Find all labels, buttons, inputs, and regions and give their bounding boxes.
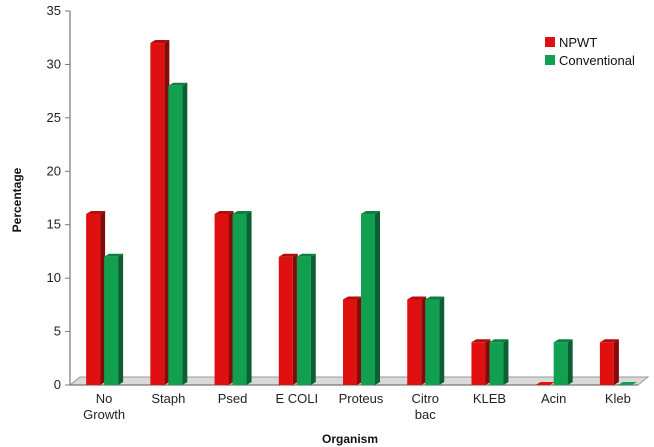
bar-side: [485, 339, 491, 385]
bar-top: [150, 40, 170, 44]
y-tick-label: 20: [47, 163, 61, 178]
bar-side: [292, 253, 298, 385]
bar-conventional-1: [168, 82, 188, 386]
bar-side: [310, 253, 316, 385]
bar-side: [503, 339, 509, 385]
bar-top: [278, 253, 298, 257]
bar-front: [86, 214, 101, 385]
x-tick-label: Citro bac: [411, 391, 438, 422]
bar-front: [150, 43, 165, 386]
y-axis: 0 5 10 15 20 25 30 35: [47, 3, 71, 392]
bar-top: [232, 211, 252, 215]
bar-side: [439, 296, 445, 385]
y-tick-label: 25: [47, 110, 61, 125]
y-tick-label: 5: [54, 324, 61, 339]
bar-side: [421, 296, 427, 385]
bar-top: [296, 253, 316, 257]
bar-conventional-3: [296, 253, 316, 385]
bar-top: [489, 339, 509, 343]
bar-side: [375, 211, 380, 385]
bar-npwt-0: [86, 211, 106, 385]
x-tick-label: E COLI: [275, 391, 318, 406]
x-tick-label: Psed: [218, 391, 248, 406]
y-tick-label: 35: [47, 3, 61, 18]
bar-top: [86, 211, 106, 215]
bar-npwt-8: [599, 339, 619, 385]
bar-side: [100, 211, 106, 385]
bar-side: [613, 339, 619, 385]
bar-top: [553, 339, 573, 343]
y-tick-label: 10: [47, 270, 61, 285]
bar-conventional-6: [489, 339, 509, 385]
bar-npwt-5: [407, 296, 427, 385]
x-tick-label: No Growth: [83, 391, 125, 422]
bar-npwt-6: [471, 339, 491, 385]
bar-front: [296, 256, 311, 385]
x-axis: No Growth Staph Psed E COLI Proteus Citro bac KL…: [83, 391, 631, 422]
bar-npwt-1: [150, 40, 170, 386]
bar-npwt-3: [278, 253, 298, 385]
bar-front: [361, 214, 375, 385]
bar-side: [228, 211, 234, 385]
bar-top: [425, 296, 445, 300]
bars: [86, 40, 637, 386]
bar-side: [118, 253, 124, 385]
bar-front: [489, 342, 504, 385]
bar-npwt-2: [214, 211, 234, 385]
legend-swatch: [545, 55, 555, 65]
legend: NPWT Conventional: [545, 35, 635, 68]
x-tick-label: Proteus: [339, 391, 384, 406]
y-tick-label: 15: [47, 217, 61, 232]
bar-top: [343, 296, 362, 300]
bar-front: [343, 299, 357, 385]
bar-top: [617, 382, 637, 385]
bar-top: [599, 339, 619, 343]
bar-top: [361, 211, 380, 215]
bar-side: [164, 40, 170, 386]
bar-top: [471, 339, 491, 343]
bar-top: [168, 82, 188, 86]
bar-conventional-7: [553, 339, 573, 385]
bar-front: [232, 214, 247, 385]
bar-top: [214, 211, 234, 215]
bar-side: [357, 296, 362, 385]
bar-front: [104, 256, 119, 385]
bar-conventional-0: [104, 253, 124, 385]
bar-side: [246, 211, 252, 385]
bar-side: [182, 82, 188, 386]
x-tick-label: Staph: [151, 391, 185, 406]
bar-conventional-8: [617, 382, 637, 385]
bar-front: [471, 342, 486, 385]
bar-conventional-2: [232, 211, 252, 385]
bar-top: [407, 296, 427, 300]
bar-top: [535, 382, 555, 385]
bar-front: [168, 85, 183, 386]
legend-swatch: [545, 37, 555, 47]
x-axis-title: Organism: [322, 432, 378, 446]
bar-front: [425, 299, 440, 385]
bar-conventional-5: [425, 296, 445, 385]
legend-label: NPWT: [559, 35, 597, 50]
x-tick-label: KLEB: [473, 391, 506, 406]
bar-npwt-7: [535, 382, 555, 385]
bar-front: [214, 214, 229, 385]
x-tick-label: Acin: [541, 391, 566, 406]
y-tick-label: 0: [54, 377, 61, 392]
bar-front: [278, 256, 293, 385]
x-tick-label: Kleb: [605, 391, 631, 406]
bar-side: [567, 339, 573, 385]
bar-npwt-4: [343, 296, 362, 385]
legend-label: Conventional: [559, 53, 635, 68]
bar-top: [104, 253, 124, 257]
y-axis-title: Percentage: [10, 167, 24, 232]
bar-conventional-4: [361, 211, 380, 385]
y-tick-label: 30: [47, 56, 61, 71]
bar-front: [553, 342, 568, 385]
bar-front: [407, 299, 422, 385]
bar-front: [599, 342, 614, 385]
